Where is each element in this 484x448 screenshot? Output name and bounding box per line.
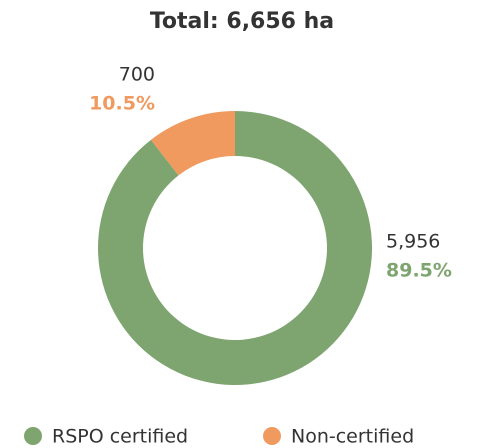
legend-label: Non-certified: [291, 426, 414, 448]
donut-slice: [97, 111, 373, 385]
value-label: 5,956: [386, 231, 440, 253]
chart-title: Total: 6,656 ha: [150, 9, 334, 34]
legend-label: RSPO certified: [52, 426, 188, 448]
percent-label: 89.5%: [386, 260, 452, 282]
percent-label: 10.5%: [89, 93, 155, 115]
value-label: 700: [119, 64, 155, 86]
legend-swatch: [263, 427, 281, 445]
legend-swatch: [24, 427, 42, 445]
donut-slice: [150, 111, 235, 176]
